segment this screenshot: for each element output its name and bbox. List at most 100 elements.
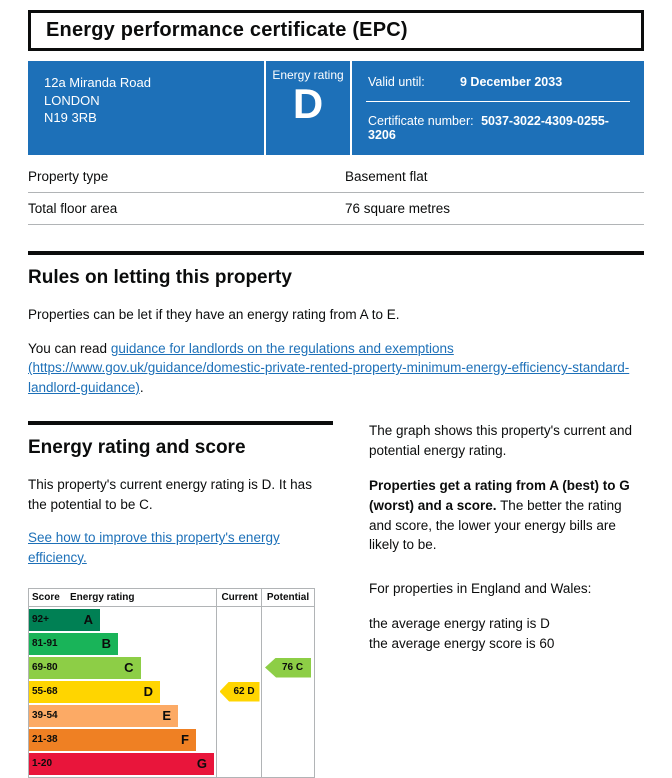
chart-row-f: 21-38 F: [29, 728, 314, 751]
rating-section-right: The graph shows this property's current …: [369, 421, 644, 777]
landlord-guidance-link[interactable]: guidance for landlords on the regulation…: [28, 340, 630, 395]
chart-row-c: 69-80 C 76 C: [29, 656, 314, 679]
current-cell-b: [217, 633, 262, 655]
property-type-value: Basement flat: [345, 169, 428, 184]
chart-row-g: 1-20 G: [29, 752, 314, 775]
rating-section: Energy rating and score This property's …: [28, 421, 644, 778]
chart-row-b: 81-91 B: [29, 632, 314, 655]
chart-header-rating: Energy rating: [70, 591, 135, 603]
current-cell-f: [217, 729, 262, 751]
score-cell-b: 81-91: [29, 632, 67, 655]
average-rating-line: the average energy rating is D: [369, 616, 550, 632]
current-cell-d: 62 D: [217, 681, 262, 703]
rules-section: Rules on letting this property Propertie…: [28, 251, 644, 397]
score-cell-d: 55-68: [29, 680, 67, 703]
rating-bar-d: D: [67, 680, 160, 703]
chart-row-e: 39-54 E: [29, 704, 314, 727]
potential-rating-marker: 76 C: [265, 657, 311, 678]
address-line: 12a Miranda Road: [44, 75, 151, 90]
chart-header-row: Score Energy rating Current Potential: [29, 589, 314, 607]
graph-explainer-paragraph: The graph shows this property's current …: [369, 423, 632, 458]
england-wales-paragraph: For properties in England and Wales:: [369, 580, 592, 596]
certificate-meta: Valid until: 9 December 2033 Certificate…: [352, 61, 644, 155]
certificate-number-value: 5037-3022-4309-0255-3206: [368, 114, 609, 142]
score-cell-g: 1-20: [29, 752, 67, 775]
chart-header-score: Score: [32, 591, 60, 603]
average-stats: the average energy rating is D the avera…: [369, 614, 644, 653]
chart-row-a: 92+ A: [29, 608, 314, 631]
improve-efficiency-link[interactable]: See how to improve this property's energ…: [28, 530, 280, 565]
address-line: LONDON: [44, 92, 100, 108]
chart-column-divider: [261, 588, 262, 777]
floor-area-label: Total floor area: [28, 201, 118, 216]
current-cell-g: [217, 753, 262, 775]
score-cell-e: 39-54: [29, 704, 67, 727]
potential-cell-e: [262, 705, 314, 727]
property-address: 12a Miranda Road LONDON N19 3RB: [28, 61, 264, 155]
rating-heading-wrap: Energy rating and score: [28, 421, 333, 459]
rating-bar-area-a: A: [67, 608, 217, 631]
rating-summary-paragraph: This property's current energy rating is…: [28, 477, 312, 512]
rules-guidance-paragraph: You can read guidance for landlords on t…: [28, 339, 644, 398]
chart-header-potential: Potential: [266, 591, 310, 603]
potential-cell-c: 76 C: [262, 657, 314, 679]
floor-area-value: 76 square metres: [345, 201, 451, 216]
chart-header-current: Current: [221, 591, 258, 603]
energy-rating-label: Energy rating: [272, 68, 344, 82]
rating-heading: Energy rating and score: [28, 437, 246, 459]
energy-rating-badge: Energy rating D: [264, 61, 352, 155]
page-title: Energy performance certificate (EPC): [46, 19, 408, 41]
chart-column-divider: [216, 588, 217, 777]
table-row: Total floor area 76 square metres: [28, 193, 644, 225]
address-line: N19 3RB: [44, 110, 97, 126]
chart-body: 92+ A 81-91 B 69-80 C 76 C 55-68 D 62 D 39-54 E 21-3…: [29, 607, 314, 777]
rating-bar-a: A: [67, 608, 100, 631]
rating-bar-area-c: C: [67, 656, 217, 679]
valid-until-label: Valid until:: [368, 75, 425, 89]
improve-link-paragraph: See how to improve this property's energ…: [28, 528, 333, 567]
rating-bar-area-d: D: [67, 680, 217, 703]
score-cell-a: 92+: [29, 608, 67, 631]
rating-bar-area-b: B: [67, 632, 217, 655]
current-cell-e: [217, 705, 262, 727]
current-cell-c: [217, 657, 262, 679]
rating-section-left: Energy rating and score This property's …: [28, 421, 333, 778]
average-score-line: the average energy score is 60: [369, 635, 555, 651]
summary-banner: 12a Miranda Road LONDON N19 3RB Energy r…: [28, 61, 644, 155]
rating-bar-area-e: E: [67, 704, 217, 727]
property-type-label: Property type: [28, 169, 109, 184]
certificate-title-box: Energy performance certificate (EPC): [28, 10, 644, 51]
potential-cell-b: [262, 633, 314, 655]
current-rating-marker: 62 D: [219, 681, 260, 702]
energy-rating-value: D: [292, 80, 324, 127]
epc-rating-chart: Score Energy rating Current Potential 92…: [28, 587, 315, 778]
rating-bar-c: C: [67, 656, 141, 679]
potential-cell-g: [262, 753, 314, 775]
guidance-prefix: You can read: [28, 340, 111, 356]
score-cell-f: 21-38: [29, 728, 67, 751]
potential-cell-d: [262, 681, 314, 703]
certificate-number-row: Certificate number: 5037-3022-4309-0255-…: [366, 102, 630, 142]
valid-until-value: 9 December 2033: [460, 75, 563, 89]
chart-row-d: 55-68 D 62 D: [29, 680, 314, 703]
rules-paragraph: Properties can be let if they have an en…: [28, 307, 400, 322]
current-cell-a: [217, 609, 262, 631]
property-details-table: Property type Basement flat Total floor …: [28, 161, 644, 225]
rating-bar-f: F: [67, 728, 196, 751]
rating-bar-e: E: [67, 704, 178, 727]
rating-bar-area-g: G: [67, 752, 217, 775]
potential-cell-f: [262, 729, 314, 751]
rating-scale-paragraph: Properties get a rating from A (best) to…: [369, 476, 644, 554]
guidance-suffix: .: [139, 379, 144, 395]
potential-cell-a: [262, 609, 314, 631]
rating-bar-b: B: [67, 632, 118, 655]
certificate-number-label: Certificate number:: [368, 114, 474, 128]
rating-bar-g: G: [67, 752, 214, 775]
rating-bar-area-f: F: [67, 728, 217, 751]
rules-heading: Rules on letting this property: [28, 267, 292, 288]
table-row: Property type Basement flat: [28, 161, 644, 193]
rating-scale-bold: Properties get a rating from A (best) to…: [369, 478, 630, 513]
rating-scale-rest: The better the rating and score, the low…: [369, 497, 622, 553]
score-cell-c: 69-80: [29, 656, 67, 679]
